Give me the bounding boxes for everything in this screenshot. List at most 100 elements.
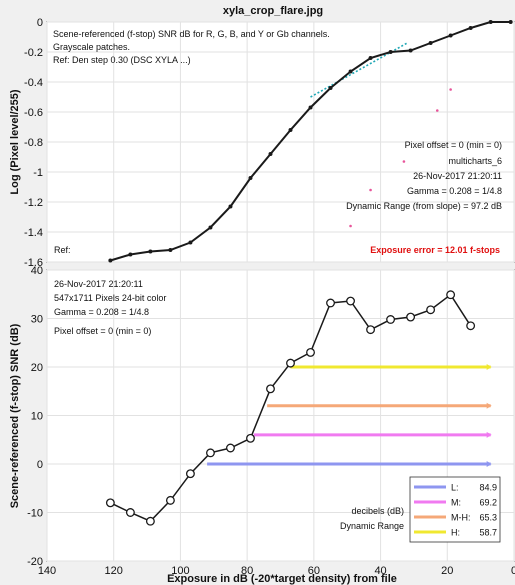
top-curve-point: [468, 26, 473, 30]
x-tick-label: 100: [171, 565, 189, 577]
top-curve-point: [348, 69, 353, 74]
top-curve-point: [308, 105, 313, 110]
top-curve-point: [368, 56, 373, 60]
range-bar-end-m: [486, 431, 492, 438]
top-info-text: Pixel offset = 0 (min = 0) multicharts_6…: [346, 140, 502, 211]
snr-point: [125, 508, 135, 517]
snr-point: [306, 348, 315, 357]
bottom-y-axis-label: Scene-referenced (f-stop) SNR (dB): [9, 323, 21, 508]
legend-label-m: M:: [451, 498, 461, 508]
dynamic-range-bars: [207, 364, 492, 467]
snr-point: [246, 433, 255, 443]
bottom-info-pixels: 547x1711 Pixels 24-bit color: [54, 293, 166, 303]
legend-value-h: 58.7: [479, 528, 497, 538]
snr-point: [145, 516, 155, 526]
top-ref-label: Ref:: [54, 245, 71, 255]
x-tick-label: 140: [38, 565, 56, 577]
legend-value-mh: 65.3: [479, 513, 497, 523]
bottom-info-pixel-offset: Pixel offset = 0 (min = 0): [54, 326, 151, 336]
bottom-y-tick-label: -20: [27, 556, 43, 568]
snr-point: [466, 321, 476, 331]
top-series: [108, 20, 513, 263]
legend: L: 84.9 M: 69.2 M-H: 65.3 H: 58.7: [409, 476, 501, 543]
legend-notes: decibels (dB) Dynamic Range: [340, 506, 404, 531]
legend-note-dynamic-range: Dynamic Range: [340, 521, 404, 531]
snr-point: [406, 312, 416, 322]
snr-point: [205, 448, 215, 458]
x-axis-label: Exposure in dB (-20*target density) from…: [167, 573, 397, 585]
legend-value-m: 69.2: [479, 498, 497, 508]
top-curve-point: [428, 41, 433, 45]
x-tick-label: 60: [308, 565, 320, 577]
top-curve-point: [488, 20, 493, 24]
info-pixel-offset: Pixel offset = 0 (min = 0): [405, 140, 502, 150]
top-curve-point: [328, 86, 333, 90]
top-y-axis-label: Log (Pixel level/255): [9, 89, 21, 194]
top-curve-point: [408, 48, 413, 53]
info-datetime: 26-Nov-2017 21:20:11: [413, 171, 502, 181]
bottom-info-gamma: Gamma = 0.208 = 1/4.8: [54, 307, 149, 317]
top-y-tick-label: 0: [37, 17, 43, 29]
top-curve-point: [228, 204, 233, 209]
top-curve-point: [288, 128, 293, 132]
top-curve-point: [208, 225, 213, 230]
range-bar-end-h: [486, 364, 492, 370]
noise-point: [349, 224, 352, 228]
top-curve-point: [108, 258, 113, 263]
legend-value-l: 84.9: [479, 483, 497, 493]
bottom-y-tick-label: 30: [31, 314, 43, 326]
snr-point: [226, 443, 235, 453]
bottom-y-tick-label: 20: [31, 362, 43, 374]
legend-label-mh: M-H:: [451, 513, 471, 523]
top-y-tick-label: -1.2: [24, 197, 43, 209]
snr-point: [105, 498, 115, 508]
snr-point: [386, 315, 396, 324]
x-tick-labels: 140 120 100 80 60 40 20 0: [38, 565, 515, 577]
snr-point: [426, 305, 436, 315]
bottom-y-tick-label: 10: [31, 411, 43, 423]
top-header-line-2: Grayscale patches.: [53, 42, 130, 52]
figure-title: xyla_crop_flare.jpg: [223, 5, 323, 17]
bottom-y-tick-label: 40: [31, 265, 43, 277]
info-chart-id: multicharts_6: [448, 156, 502, 166]
top-curve-point: [268, 152, 273, 156]
top-y-tick-label: -0.6: [24, 107, 43, 119]
range-bar-end-mh: [486, 402, 492, 409]
noise-point: [369, 188, 372, 192]
top-y-tick-labels: 0 -0.2 -0.4 -0.6 -0.8 -1 -1.2 -1.4 -1.6: [24, 17, 43, 269]
top-y-tick-label: -1.6: [24, 257, 43, 269]
snr-point: [366, 325, 376, 335]
top-curve-point: [248, 176, 253, 180]
x-tick-label: 80: [241, 565, 253, 577]
top-curve-point: [508, 20, 513, 24]
top-curve-point: [388, 50, 393, 54]
snr-point: [185, 469, 195, 479]
noise-point: [449, 88, 452, 91]
info-gamma: Gamma = 0.208 = 1/4.8: [407, 186, 502, 196]
bottom-y-tick-labels: 40 30 20 10 0 -10 -20: [27, 265, 43, 568]
x-tick-label: 120: [105, 565, 123, 577]
snr-point: [286, 358, 295, 368]
legend-label-h: H:: [451, 528, 460, 538]
top-curve-point: [128, 252, 133, 257]
bottom-info-text: 26-Nov-2017 21:20:11 547x1711 Pixels 24-…: [54, 279, 166, 336]
snr-point: [165, 495, 175, 505]
top-grid: [46, 21, 515, 263]
noise-points: [349, 88, 452, 228]
bottom-y-tick-label: 0: [37, 459, 43, 471]
exposure-error: Exposure error = 12.01 f-stops: [370, 245, 500, 255]
top-y-tick-label: -1.4: [24, 227, 43, 239]
snr-series: [105, 290, 476, 526]
snr-point: [346, 296, 355, 306]
info-dynamic-range: Dynamic Range (from slope) = 97.2 dB: [346, 201, 502, 211]
top-y-tick-label: -0.8: [24, 137, 43, 149]
top-header-line-1: Scene-referenced (f-stop) SNR dB for R, …: [53, 29, 330, 39]
top-y-tick-label: -0.4: [24, 77, 43, 89]
top-curve-point: [188, 240, 193, 245]
range-bar-end-l: [486, 461, 492, 467]
top-curve-point: [448, 33, 453, 38]
bottom-y-tick-label: -10: [27, 508, 43, 520]
top-curve-point: [168, 248, 173, 252]
top-y-tick-label: -1: [33, 167, 43, 179]
